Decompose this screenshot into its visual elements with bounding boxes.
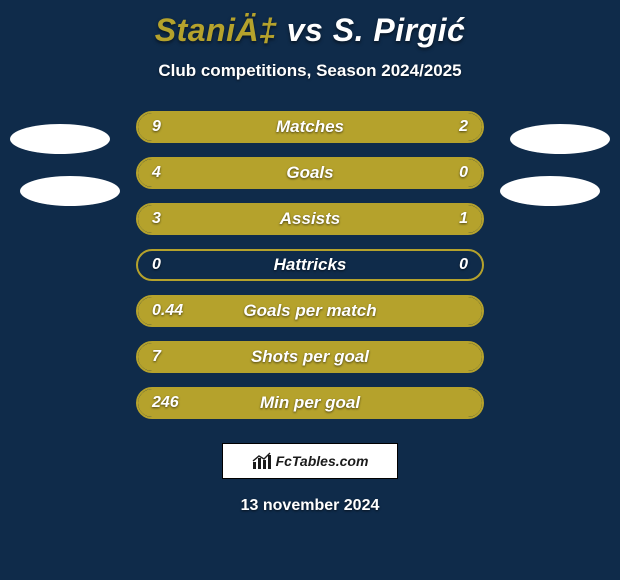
stat-row: 3 1 Assists [0, 203, 620, 235]
stat-value-right: 0 [459, 256, 468, 274]
stat-row: 7 Shots per goal [0, 341, 620, 373]
player1-name: StaniÄ‡ [155, 12, 278, 48]
stat-value-left: 246 [152, 394, 179, 412]
stat-value-left: 3 [152, 210, 161, 228]
brand-icon [252, 452, 272, 470]
stat-row: 0 0 Hattricks [0, 249, 620, 281]
stat-bar: 3 1 Assists [136, 203, 484, 235]
brand-badge: FcTables.com [222, 443, 398, 479]
brand-text: FcTables.com [276, 453, 369, 469]
stat-value-right: 2 [459, 118, 468, 136]
stat-value-left: 0 [152, 256, 161, 274]
stat-bar: 9 2 Matches [136, 111, 484, 143]
page-title: StaniÄ‡ vs S. Pirgić [0, 12, 620, 49]
stat-bar: 4 0 Goals [136, 157, 484, 189]
date-label: 13 november 2024 [0, 497, 620, 515]
stat-label: Min per goal [260, 393, 360, 413]
stat-bar: 7 Shots per goal [136, 341, 484, 373]
stat-label: Hattricks [274, 255, 347, 275]
stat-bar: 246 Min per goal [136, 387, 484, 419]
stat-row: 246 Min per goal [0, 387, 620, 419]
stat-label: Goals per match [243, 301, 376, 321]
bar-fill-left [138, 113, 396, 141]
stat-bar: 0.44 Goals per match [136, 295, 484, 327]
subtitle: Club competitions, Season 2024/2025 [0, 61, 620, 81]
stat-value-right: 0 [459, 164, 468, 182]
comparison-card: StaniÄ‡ vs S. Pirgić Club competitions, … [0, 0, 620, 580]
bar-fill-right [396, 113, 482, 141]
stat-value-left: 7 [152, 348, 161, 366]
stat-value-left: 0.44 [152, 302, 183, 320]
player2-name: S. Pirgić [333, 12, 466, 48]
stat-label: Goals [286, 163, 333, 183]
bar-fill-left [138, 205, 386, 233]
stat-rows: 9 2 Matches 4 0 Goals 3 1 Assists 0 0 Hattricks 0.44… [0, 111, 620, 419]
stat-row: 0.44 Goals per match [0, 295, 620, 327]
stat-label: Matches [276, 117, 344, 137]
stat-value-right: 1 [459, 210, 468, 228]
title-vs: vs [277, 12, 332, 48]
stat-row: 9 2 Matches [0, 111, 620, 143]
stat-value-left: 4 [152, 164, 161, 182]
stat-value-left: 9 [152, 118, 161, 136]
stat-bar: 0 0 Hattricks [136, 249, 484, 281]
stat-label: Assists [280, 209, 340, 229]
stat-row: 4 0 Goals [0, 157, 620, 189]
stat-label: Shots per goal [251, 347, 369, 367]
